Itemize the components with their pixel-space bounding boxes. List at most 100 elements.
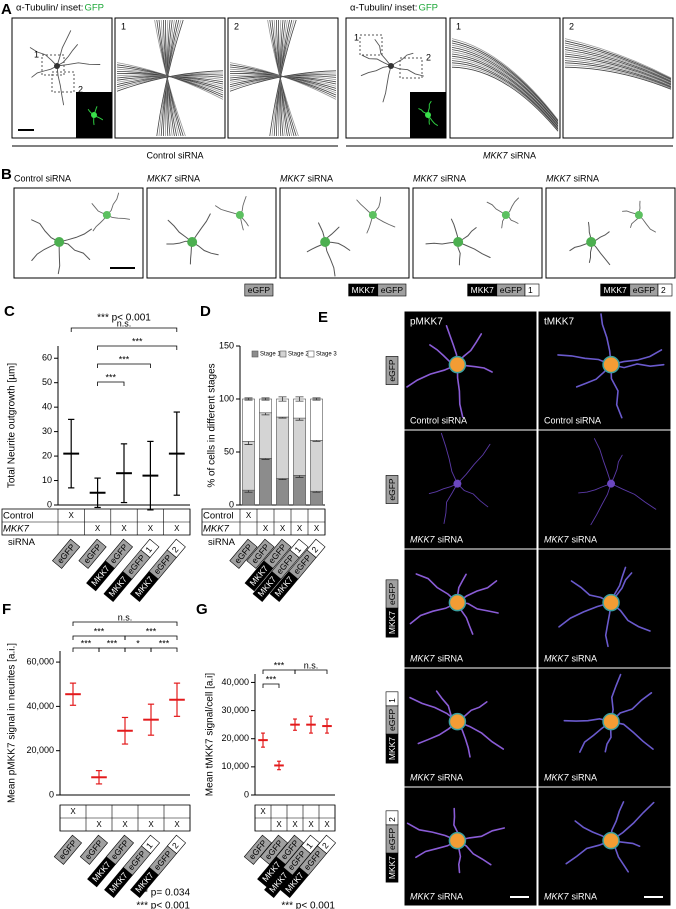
neurite	[443, 483, 458, 524]
condition-text: siRNA	[572, 653, 598, 663]
neurite	[57, 241, 61, 275]
label: 2	[234, 21, 239, 31]
label: X	[324, 820, 330, 829]
bar-segment	[242, 441, 255, 491]
gene-name: MKK7	[147, 173, 173, 183]
tag-text: 2	[170, 544, 181, 554]
significance-bracket	[70, 327, 178, 332]
neurite	[610, 349, 663, 366]
gene-name: MKK7	[546, 173, 572, 183]
tag-box	[166, 538, 186, 559]
tag-text: MKK7	[471, 285, 494, 295]
label: Control	[203, 511, 234, 522]
condition-text: siRNA	[572, 772, 598, 782]
condition-text: siRNA	[438, 534, 464, 544]
bar-segment	[276, 416, 289, 479]
soma	[602, 712, 620, 731]
label: A	[1, 1, 12, 18]
micrograph	[404, 430, 537, 549]
neurite	[360, 65, 392, 77]
bar-segment	[242, 398, 255, 442]
microtubule	[564, 58, 672, 87]
label: X	[174, 820, 180, 829]
label: 20,000	[26, 745, 54, 755]
microtubule	[564, 60, 672, 88]
label: 10	[42, 475, 52, 485]
micrograph	[404, 549, 537, 668]
label: * p= 0.034	[144, 888, 190, 899]
label: G	[196, 601, 208, 618]
label: 50	[224, 446, 234, 456]
bar-segment	[259, 398, 272, 414]
micrograph	[538, 430, 671, 549]
tag-text: 2	[320, 840, 331, 850]
condition-tag: MKK7 eGFP 2	[600, 283, 673, 297]
tag-text: 1	[387, 698, 397, 703]
soma	[54, 237, 65, 247]
significance-bracket	[72, 647, 100, 652]
bar-segment	[276, 478, 289, 506]
label: α-Tubulin/ inset:	[16, 3, 83, 14]
tag-text: 2	[387, 817, 397, 822]
neurite	[456, 363, 464, 418]
bar-segment	[310, 490, 323, 506]
label: 10,000	[221, 761, 249, 771]
soma	[320, 237, 331, 247]
soma	[368, 211, 377, 219]
microtubule	[451, 49, 559, 125]
condition-tag: eGFP	[385, 356, 399, 385]
neurite	[593, 438, 612, 485]
soma	[425, 112, 431, 118]
neurite	[58, 228, 92, 243]
condition-tag: MKK7 eGFP	[348, 283, 407, 297]
neurite	[456, 720, 505, 750]
label: X	[292, 820, 298, 829]
micrograph	[538, 549, 671, 668]
tag-text: MKK7	[352, 285, 375, 295]
label: 50	[42, 377, 52, 387]
significance-bracket	[294, 669, 328, 674]
tag-text: 2	[309, 544, 320, 554]
label: X	[297, 524, 303, 533]
bar-segment	[259, 412, 272, 459]
label: X	[246, 511, 252, 520]
tag-box	[385, 810, 399, 826]
soma	[448, 712, 467, 731]
significance-bracket	[262, 683, 280, 688]
label: n.s.	[118, 612, 133, 622]
soma	[54, 63, 60, 69]
soma	[607, 479, 616, 488]
tag-body: eGFP	[385, 475, 399, 504]
soma	[602, 831, 620, 850]
neurite	[610, 454, 623, 485]
microtubule	[564, 44, 672, 81]
label: α-Tubulin/ inset:	[350, 3, 417, 14]
tag-body: MKK7 eGFP	[385, 579, 399, 638]
gene-name: MKK7	[410, 534, 436, 544]
error-bar	[261, 397, 270, 401]
label: siRNA	[8, 537, 36, 548]
microtubule	[564, 62, 672, 88]
micrograph	[545, 187, 676, 279]
neurite	[425, 241, 459, 245]
label: 20	[42, 450, 52, 460]
soma	[91, 112, 97, 118]
label: 0	[49, 789, 54, 799]
condition-text: Control siRNA	[146, 150, 203, 160]
tag-box	[52, 538, 81, 569]
label: 1	[456, 21, 461, 31]
tag-box	[229, 538, 258, 569]
microtubule	[564, 66, 672, 90]
tag-box	[385, 579, 399, 609]
microtubule	[451, 51, 559, 126]
neurite	[456, 443, 491, 485]
label: 30,000	[221, 705, 249, 715]
bar-segment	[310, 398, 323, 441]
condition-text: siRNA	[511, 150, 537, 160]
tag-text: 1	[304, 840, 315, 850]
label: Stage 1	[260, 352, 281, 358]
bar-segment	[293, 398, 306, 419]
neurite	[29, 47, 58, 67]
